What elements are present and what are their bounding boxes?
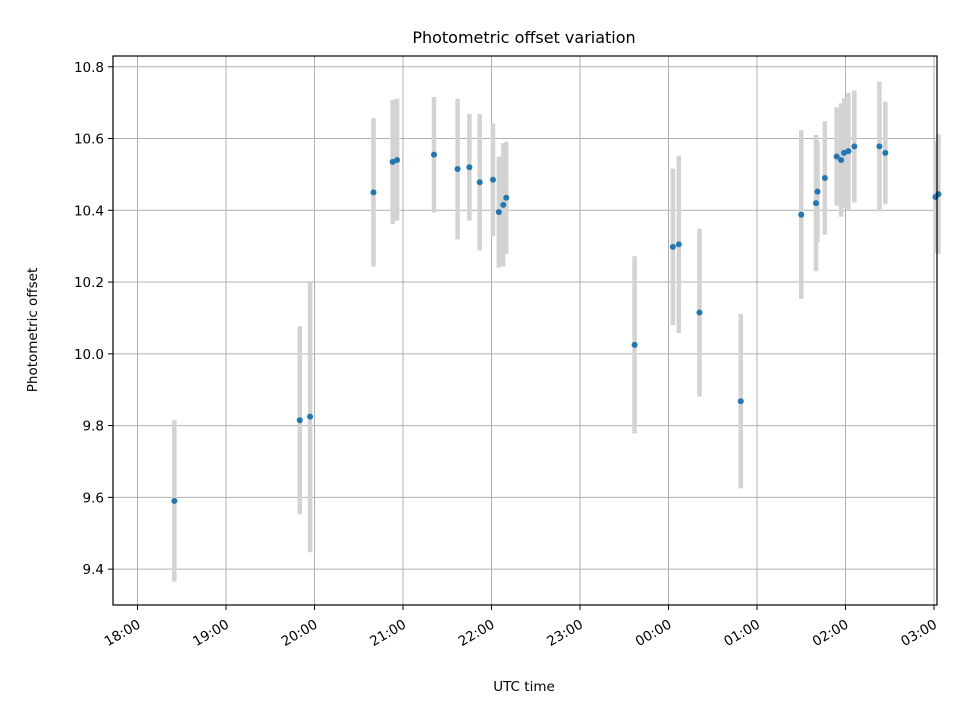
y-tick-label: 9.4 (83, 562, 104, 578)
data-point (882, 149, 889, 156)
data-point (675, 241, 682, 248)
data-point (669, 243, 676, 250)
x-tick-label: 00:00 (633, 617, 675, 650)
data-point (631, 341, 638, 348)
plot-frame (112, 55, 938, 606)
y-tick-label: 10.6 (74, 132, 104, 148)
x-tick-label: 21:00 (367, 617, 409, 650)
data-point (495, 209, 502, 216)
data-point (466, 164, 473, 171)
data-point (813, 200, 819, 207)
data-point (171, 497, 178, 504)
data-point (307, 413, 314, 420)
chart-title: Photometric offset variation (412, 28, 635, 47)
data-point (296, 417, 303, 424)
x-tick-label: 01:00 (721, 617, 763, 650)
x-tick-label: 03:00 (898, 617, 940, 650)
data-point (696, 309, 703, 316)
y-tick-label: 9.6 (83, 490, 104, 506)
data-point (833, 153, 840, 160)
data-point (737, 398, 744, 405)
x-tick-label: 23:00 (544, 617, 586, 650)
y-axis-label: Photometric offset (25, 268, 41, 392)
data-point (476, 179, 483, 186)
x-tick-label: 20:00 (279, 617, 321, 650)
x-tick-label: 02:00 (810, 617, 852, 650)
y-tick-label: 10.2 (74, 275, 104, 291)
data-point (821, 175, 828, 181)
data-point (814, 188, 821, 195)
data-point (935, 191, 942, 198)
data-points (171, 143, 942, 504)
data-point (489, 176, 496, 183)
y-tick-label: 9.8 (83, 419, 104, 435)
y-tick-label: 10.8 (74, 60, 104, 76)
y-tick-label: 10.4 (74, 203, 104, 219)
data-point (876, 143, 883, 150)
data-point (845, 148, 852, 155)
data-point (370, 189, 377, 196)
x-tick-label: 18:00 (102, 617, 144, 650)
x-tick-label: 19:00 (190, 617, 232, 650)
data-point (394, 157, 401, 164)
data-point (503, 194, 510, 201)
data-point (851, 143, 858, 150)
y-tick-label: 10.0 (74, 347, 104, 363)
data-point (838, 157, 845, 164)
data-point (430, 151, 437, 158)
grid (113, 56, 937, 605)
data-point (798, 211, 805, 218)
x-tick-label: 22:00 (456, 617, 498, 650)
data-point (454, 166, 461, 173)
x-axis-ticks: 18:00 19:00 20:00 21:00 22:00 23:00 00:00 01:00… (102, 605, 940, 650)
y-axis-ticks: 9.4 9.6 9.8 10.0 10.2 10.4 10.6 10.8 (74, 60, 113, 578)
x-axis-label: UTC time (493, 679, 555, 695)
data-point (500, 201, 507, 208)
error-bars (172, 81, 941, 582)
